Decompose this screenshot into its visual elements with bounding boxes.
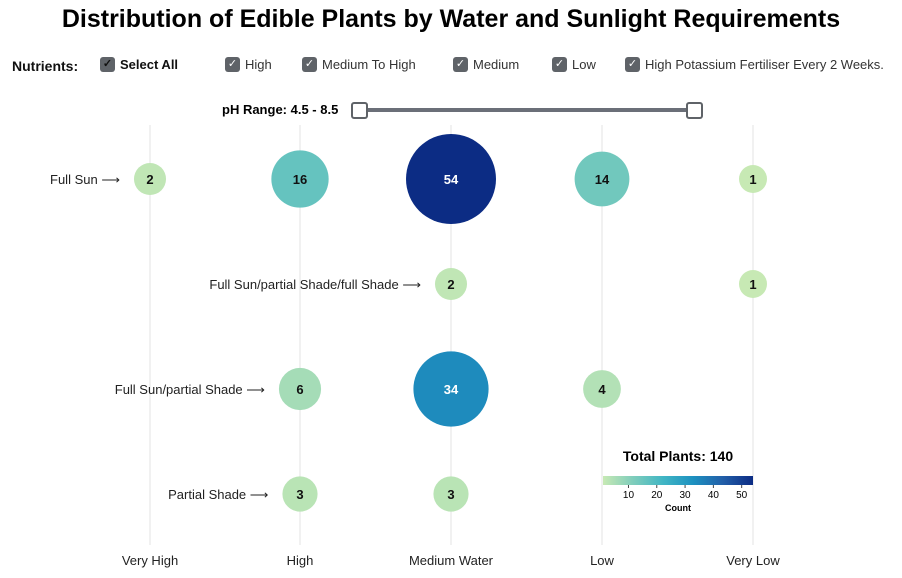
bubble[interactable] — [574, 151, 630, 207]
option-label: High — [245, 57, 272, 72]
legend-title: Count — [665, 503, 691, 513]
bubble[interactable] — [434, 267, 468, 301]
checkmark-icon: ✓ — [225, 57, 240, 72]
ph-slider-min-handle[interactable] — [351, 102, 368, 119]
x-tick-label: Medium Water — [409, 553, 494, 568]
checkmark-icon: ✓ — [100, 57, 115, 72]
row-label: Full Sun ⟶ — [50, 172, 120, 187]
bubble[interactable] — [133, 162, 167, 196]
legend-tick-label: 50 — [736, 490, 748, 501]
bubble-label: 4 — [598, 382, 606, 397]
checkmark-icon: ✓ — [302, 57, 317, 72]
bubble[interactable] — [282, 476, 318, 512]
nutrient-checkbox-high[interactable]: ✓ High — [225, 57, 272, 72]
bubble-label: 34 — [444, 382, 459, 397]
ph-slider-track[interactable] — [359, 108, 695, 112]
legend-tick-label: 20 — [651, 490, 663, 501]
checkmark-icon: ✓ — [625, 57, 640, 72]
row-label: Full Sun/partial Shade/full Shade ⟶ — [209, 277, 421, 292]
bubble-label: 2 — [146, 172, 153, 187]
checkmark-icon: ✓ — [453, 57, 468, 72]
chart-title: Distribution of Edible Plants by Water a… — [61, 5, 841, 33]
bubble-label: 1 — [749, 277, 756, 292]
row-label: Full Sun/partial Shade ⟶ — [115, 382, 265, 397]
legend-tick-label: 30 — [680, 490, 692, 501]
select-all-label: Select All — [120, 57, 179, 72]
bubble[interactable] — [739, 165, 767, 193]
nutrient-checkbox-medium[interactable]: ✓ Medium — [453, 57, 519, 72]
option-label: Low — [572, 57, 596, 72]
bubble-label: 3 — [447, 487, 454, 502]
nutrient-checkbox-potassium[interactable]: ✓ High Potassium Fertiliser Every 2 Weeks… — [625, 57, 884, 72]
x-tick-label: High — [287, 553, 314, 568]
bubble-label: 14 — [595, 172, 610, 187]
bubble[interactable] — [271, 150, 329, 208]
option-label: Medium — [473, 57, 520, 72]
bubble[interactable] — [406, 134, 496, 224]
bubble-label: 2 — [447, 277, 454, 292]
bubble[interactable] — [739, 270, 767, 298]
nutrient-checkbox-low[interactable]: ✓ Low — [552, 57, 596, 72]
bubble-label: 6 — [296, 382, 303, 397]
bubble-label: 3 — [296, 487, 303, 502]
bubble[interactable] — [433, 476, 469, 512]
bubble-label: 16 — [293, 172, 307, 187]
color-legend-bar — [603, 476, 753, 485]
filters-label: Nutrients: — [12, 58, 79, 74]
ph-slider-max-handle[interactable] — [686, 102, 703, 119]
checkmark-icon: ✓ — [552, 57, 567, 72]
nutrient-checkbox-medium-to-high[interactable]: ✓ Medium To High — [302, 57, 416, 72]
bubble[interactable] — [583, 370, 621, 408]
total-plants-label: Total Plants: 140 — [623, 448, 733, 464]
bubble-label: 54 — [444, 172, 459, 187]
row-label: Partial Shade ⟶ — [168, 487, 268, 502]
legend-tick-label: 10 — [623, 490, 635, 501]
ph-range-label: pH Range: 4.5 - 8.5 — [222, 102, 339, 117]
bubble[interactable] — [278, 367, 322, 411]
bubble[interactable] — [413, 351, 489, 427]
legend-tick-label: 40 — [708, 490, 720, 501]
option-label: High Potassium Fertiliser Every 2 Weeks. — [645, 57, 884, 72]
option-label: Medium To High — [322, 57, 416, 72]
select-all-checkbox[interactable]: ✓ Select All — [100, 57, 178, 72]
x-tick-label: Very High — [122, 553, 178, 568]
x-tick-label: Very Low — [726, 553, 780, 568]
bubble-label: 1 — [749, 172, 756, 187]
x-tick-label: Low — [590, 553, 614, 568]
